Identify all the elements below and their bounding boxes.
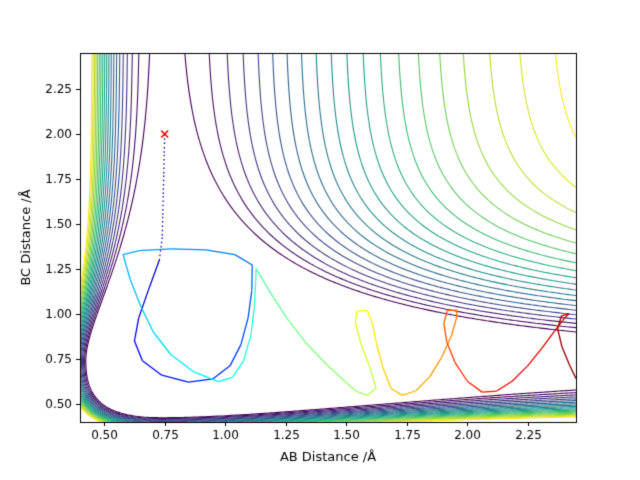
figure: [0, 0, 640, 480]
pes-contour-plot-canvas: [0, 0, 640, 480]
